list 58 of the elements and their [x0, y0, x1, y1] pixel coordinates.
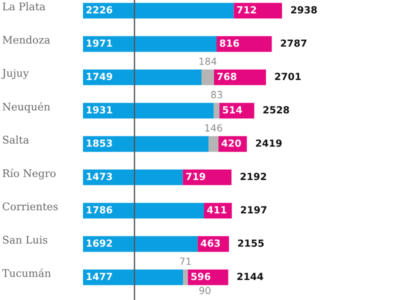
data-label: 146 — [205, 124, 222, 132]
y-tick-label: Corrientes — [2, 202, 58, 210]
bar — [83, 2, 234, 18]
bar — [201, 70, 214, 86]
data-label: 1749 — [86, 72, 112, 80]
data-label: 1692 — [86, 239, 112, 247]
data-label: 1971 — [86, 39, 112, 47]
data-label: 83 — [211, 90, 222, 98]
total-label: 2528 — [263, 106, 290, 114]
bar — [234, 2, 282, 18]
bar — [83, 202, 204, 218]
y-tick-label: Río Negro — [2, 168, 56, 180]
total-label: 2192 — [240, 172, 266, 180]
y-tick-label: La Plata — [2, 2, 46, 10]
bar — [83, 236, 198, 252]
y-tick-label: Neuquén — [2, 102, 50, 113]
total-label: 2419 — [256, 139, 282, 147]
data-label: 596 — [191, 272, 210, 280]
data-label: 1477 — [86, 272, 112, 280]
data-label: 1473 — [86, 172, 112, 180]
data-label: 816 — [220, 39, 240, 47]
bar — [83, 102, 214, 118]
data-label: 463 — [200, 239, 220, 247]
data-label: 420 — [222, 139, 241, 147]
data-label: 2226 — [86, 6, 112, 14]
data-label: 1853 — [86, 139, 112, 147]
bar — [83, 70, 202, 86]
y-tick-label: San Luis — [3, 236, 48, 244]
bar — [214, 102, 220, 118]
bar — [83, 36, 217, 52]
total-label: 2155 — [238, 239, 264, 247]
data-label: 1931 — [86, 106, 112, 114]
y-tick-label: Mendoza — [2, 36, 50, 44]
bar — [83, 170, 183, 186]
total-label: 2197 — [240, 206, 266, 214]
bar — [83, 136, 209, 152]
total-label: 2701 — [275, 72, 301, 80]
bar — [214, 70, 266, 86]
y-tick-label: Salta — [3, 136, 29, 144]
annotation: 90 — [199, 286, 210, 294]
bar — [183, 270, 188, 286]
data-label: 514 — [222, 106, 242, 114]
data-label: 768 — [217, 72, 236, 80]
data-label: 184 — [200, 58, 216, 65]
data-label: 1786 — [86, 206, 112, 214]
bar — [83, 270, 184, 286]
y-tick-label: Tucumán — [2, 268, 51, 278]
data-label: 71 — [180, 258, 191, 265]
data-label: 719 — [186, 172, 206, 180]
data-label: 411 — [207, 206, 226, 214]
bar — [182, 170, 232, 186]
total-label: 2938 — [291, 6, 317, 14]
total-label: 2787 — [280, 39, 306, 47]
bar — [208, 136, 218, 152]
y-tick-label: Jujuy — [1, 69, 29, 80]
total-label: 2144 — [237, 272, 264, 280]
bar — [216, 36, 272, 52]
data-label: 712 — [237, 6, 256, 14]
